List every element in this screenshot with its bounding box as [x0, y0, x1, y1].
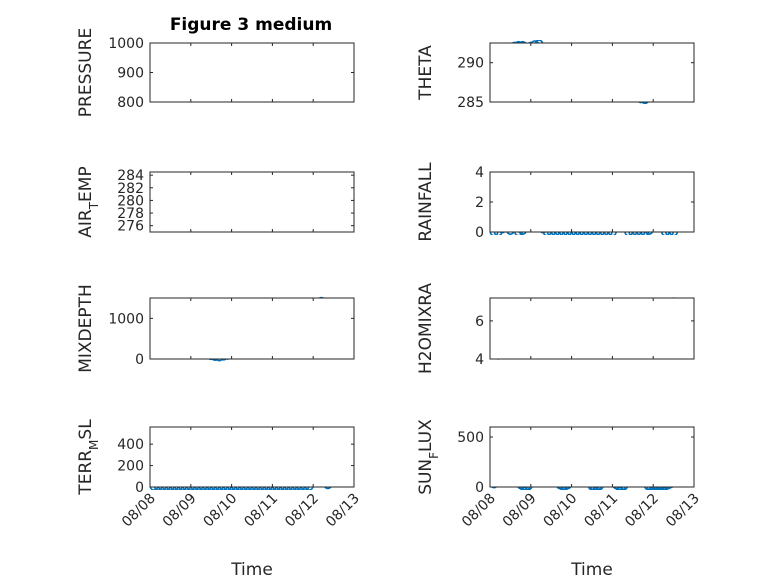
y-label-main: TERR [76, 450, 96, 496]
y-tick-label: 0 [135, 352, 144, 368]
y-tick-label: 276 [117, 219, 144, 235]
y-tick-label: 200 [117, 459, 144, 475]
subplot-6: 4 6 H2OMIXRA [416, 283, 695, 374]
y-tick-label: 285 [457, 95, 484, 111]
y-tick-label: 0 [475, 480, 484, 496]
y-tick-label: 6 [475, 314, 484, 330]
y-tick-label: 280 [117, 193, 144, 209]
y-tick-label: 1000 [108, 36, 144, 52]
x-tick-label: 08/11 [581, 491, 621, 531]
subplot-4: 0 2 4 RAINFALL [416, 162, 695, 242]
y-tick-label: 278 [117, 206, 144, 222]
y-axis-label: H2OMIXRA [416, 283, 436, 374]
y-tick-label: 4 [475, 352, 484, 368]
x-tick-label: 08/12 [622, 491, 662, 531]
x-tick-label: 08/09 [500, 491, 540, 531]
y-axis-label: RAINFALL [416, 162, 436, 242]
x-tick-label: 08/11 [241, 491, 281, 531]
axes-box [489, 297, 695, 360]
y-axis-label: AIRTEMP [76, 166, 101, 237]
y-axis-label: TERRMSL [76, 419, 101, 496]
figure-title: Figure 3 medium [170, 15, 332, 35]
subplot-8: 0 500 08/08 08/09 08/10 08/11 08/12 08/13 Time SU… [416, 419, 703, 580]
x-tick-label: 08/08 [119, 491, 159, 531]
y-tick-label: 0 [475, 225, 484, 241]
x-tick-label: 08/10 [541, 491, 581, 531]
y-label-main: MIXDEPTH [76, 284, 96, 373]
axes-box [489, 42, 695, 103]
x-tick-label: 08/10 [201, 491, 241, 531]
y-tick-label: 400 [117, 437, 144, 453]
x-tick-label: 08/08 [459, 491, 499, 531]
y-label-main: AIR [76, 209, 96, 238]
x-tick-label: 08/13 [663, 491, 703, 531]
y-tick-label: 284 [117, 168, 144, 184]
axes-box [489, 426, 695, 488]
subplot-2: 285 290 THETA [416, 40, 695, 111]
x-axis-label: Time [570, 560, 613, 580]
subplot-7: 0 200 400 08/08 08/09 08/10 08/11 08/12 08/13 Tim… [76, 419, 363, 580]
axes-box [149, 297, 355, 360]
x-axis-label: Time [230, 560, 273, 580]
y-label-subscript: M [87, 440, 101, 450]
y-tick-label: 282 [117, 181, 144, 197]
axes-box [489, 171, 695, 233]
x-tick-label: 08/13 [323, 491, 363, 531]
x-tick-label: 08/12 [282, 491, 322, 531]
y-label-tail: SL [76, 419, 96, 440]
y-tick-label: 0 [135, 480, 144, 496]
y-tick-label: 2 [475, 195, 484, 211]
y-tick-label: 800 [117, 95, 144, 111]
axes-box [149, 42, 355, 103]
y-tick-label: 500 [457, 430, 484, 446]
axes-box [149, 426, 355, 488]
y-label-tail: LUX [416, 419, 436, 452]
y-axis-label: PRESSURE [76, 28, 96, 117]
axes-box [149, 171, 355, 233]
y-tick-label: 900 [117, 66, 144, 82]
y-label-main: RAINFALL [416, 162, 436, 242]
subplot-1: 800 900 1000 PRESSURE [76, 28, 355, 117]
y-axis-label: THETA [416, 45, 436, 101]
y-label-main: PRESSURE [76, 28, 96, 117]
y-axis-label: SUNFLUX [416, 419, 441, 495]
y-label-subscript: T [87, 201, 101, 210]
subplot-5: 0 1000 MIXDEPTH [76, 284, 355, 373]
y-axis-label: MIXDEPTH [76, 284, 96, 373]
y-tick-label: 4 [475, 165, 484, 181]
y-label-main: SUN [416, 459, 436, 495]
y-label-subscript: F [427, 452, 441, 459]
y-tick-label: 290 [457, 56, 484, 72]
y-label-tail: EMP [76, 166, 96, 202]
y-label-main: H2OMIXRA [416, 283, 436, 374]
y-tick-label: 1000 [108, 311, 144, 327]
y-label-main: THETA [416, 45, 436, 101]
x-tick-label: 08/09 [160, 491, 200, 531]
